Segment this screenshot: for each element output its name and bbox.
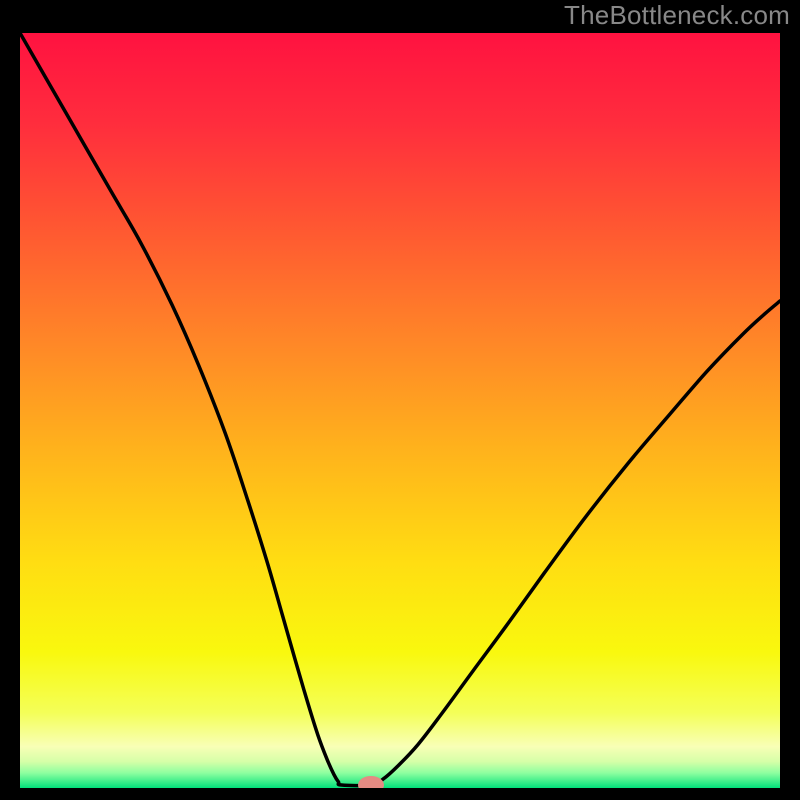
optimum-marker	[358, 776, 384, 788]
plot-area	[20, 33, 780, 788]
watermark-text: TheBottleneck.com	[564, 0, 790, 31]
bottleneck-curve	[20, 33, 780, 786]
curve-layer	[20, 33, 780, 788]
bottleneck-chart: TheBottleneck.com	[0, 0, 800, 800]
